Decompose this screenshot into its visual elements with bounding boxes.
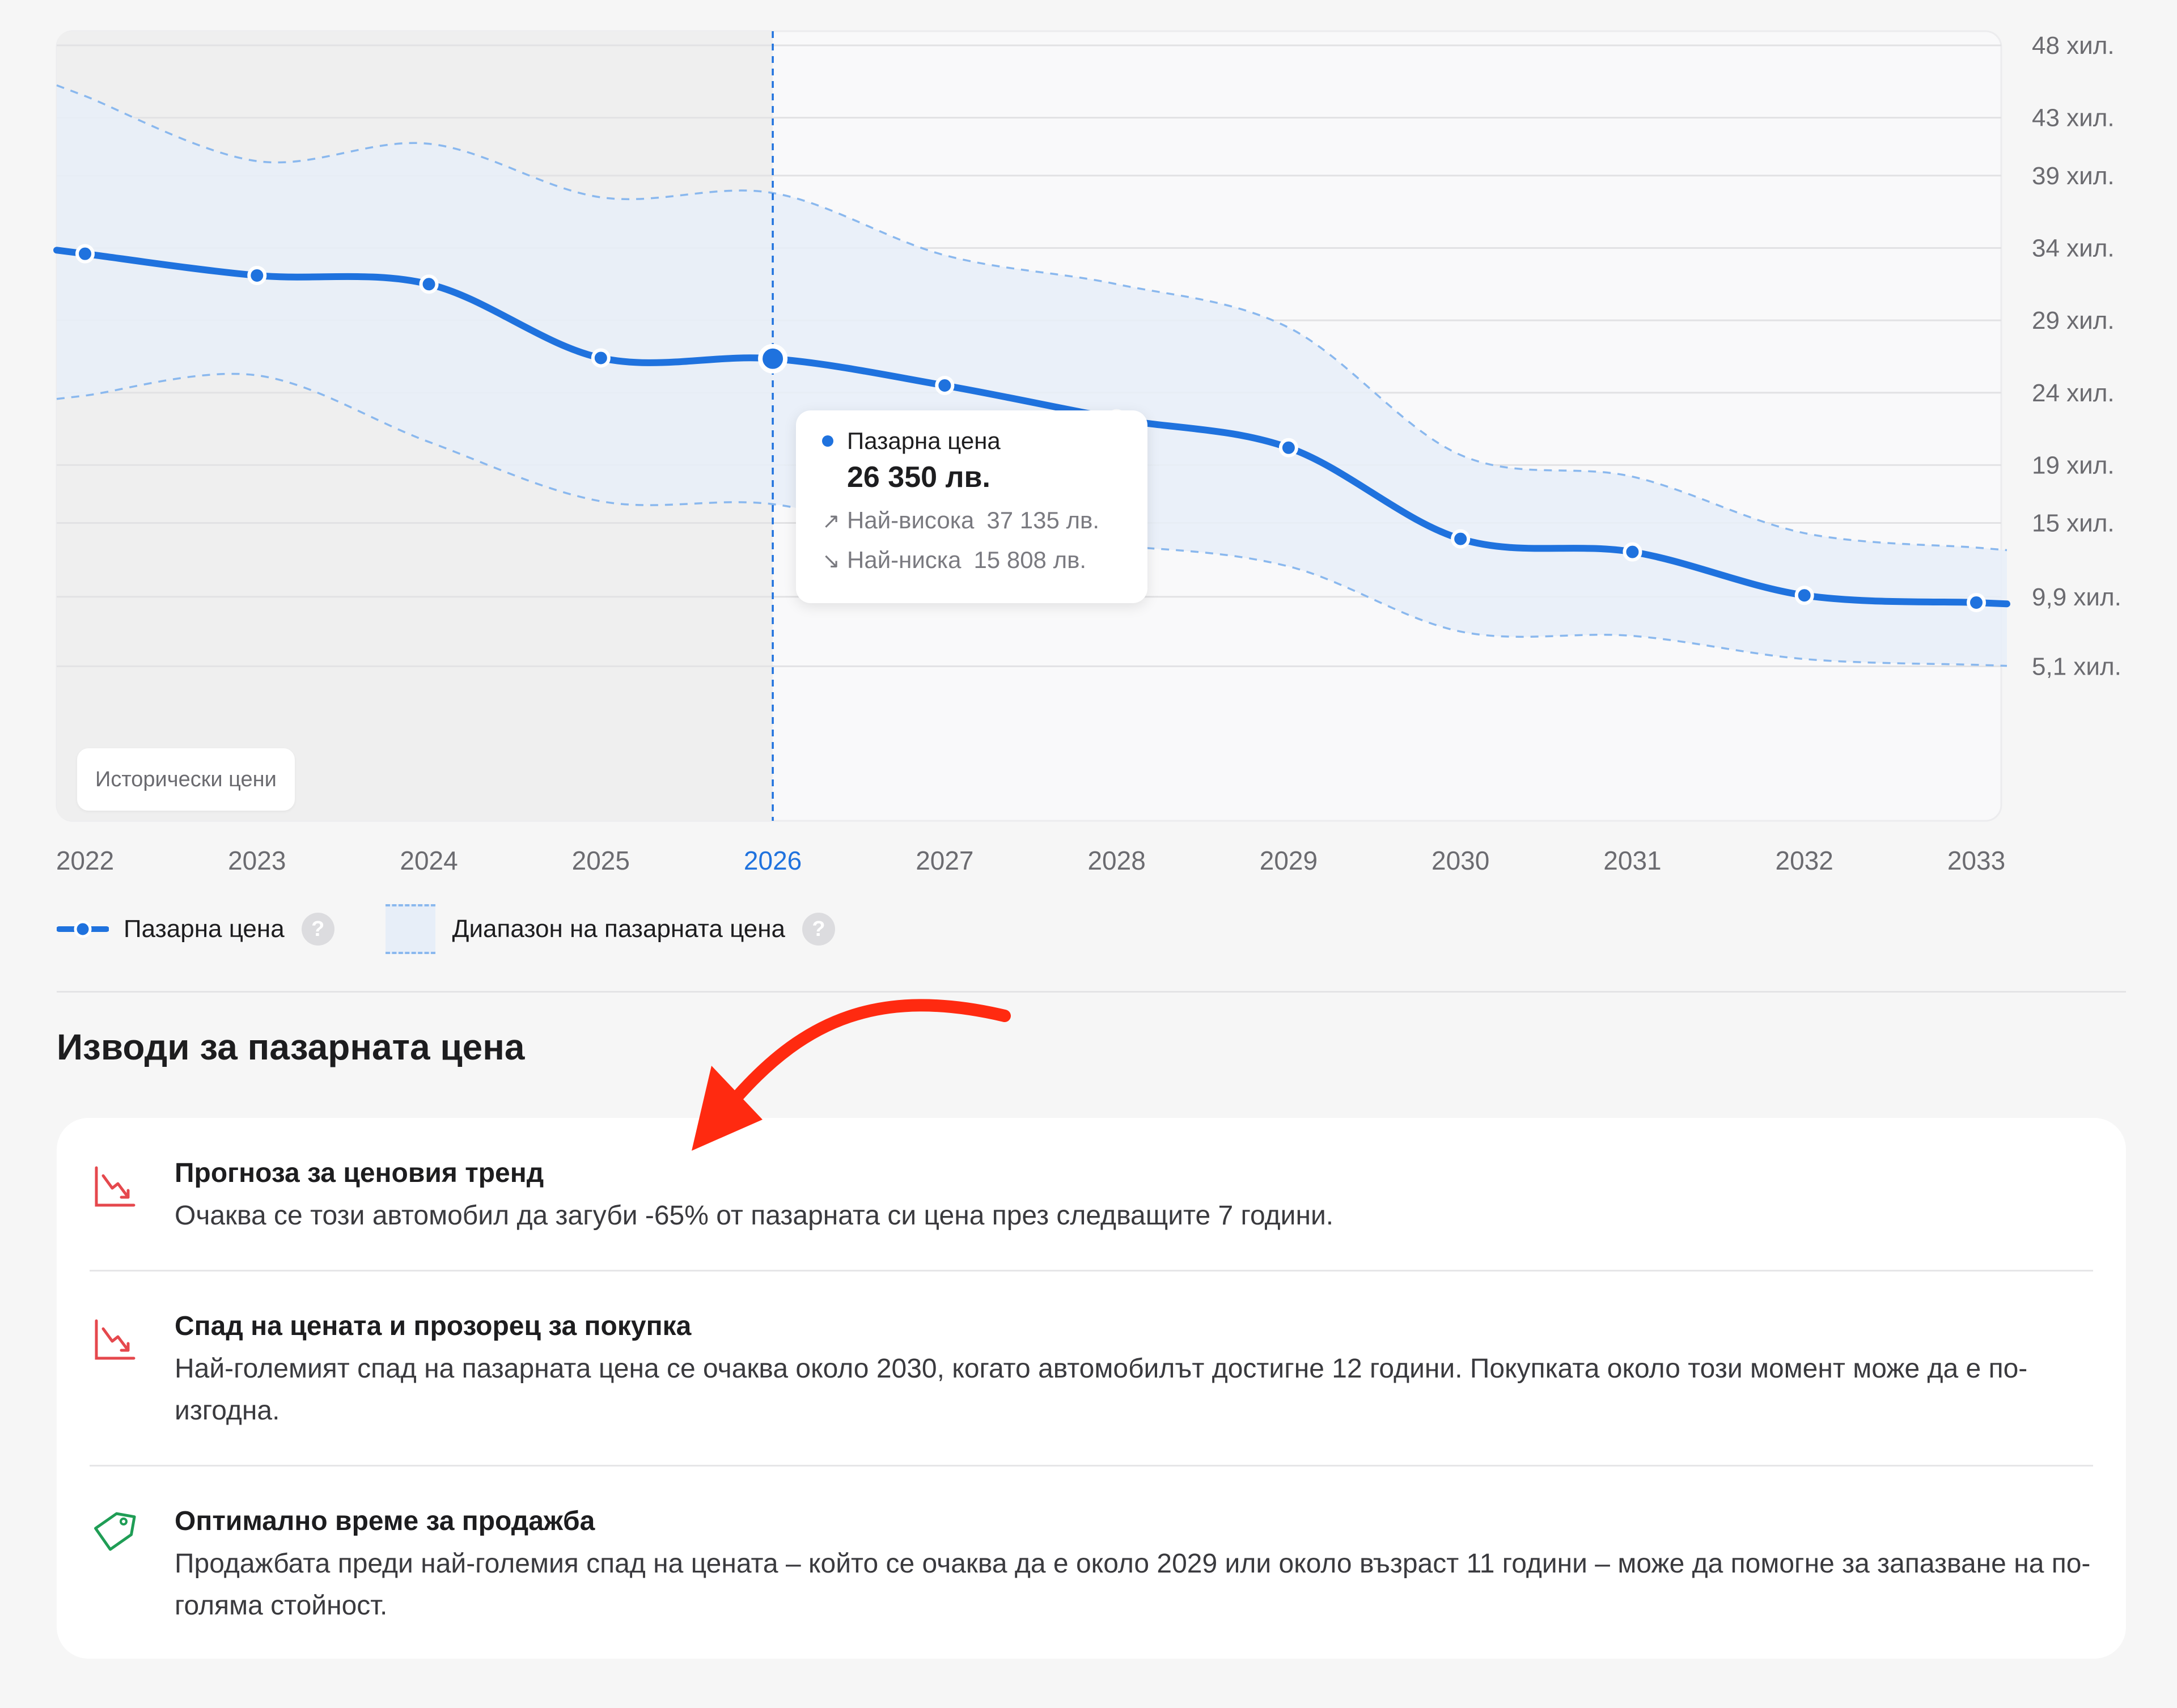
x-tick-label: 2024: [400, 846, 458, 875]
price-tag-icon: [91, 1508, 138, 1556]
trend-down-icon: [91, 1163, 138, 1211]
data-point: [1452, 531, 1468, 547]
y-tick-label: 43 хил.: [2032, 104, 2115, 132]
y-tick-label: 34 хил.: [2032, 234, 2115, 262]
chart-legend: Пазарна цена ? Диапазон на пазарната цен…: [57, 904, 835, 955]
x-tick-label: 2033: [1947, 846, 2005, 875]
data-point: [937, 378, 952, 393]
tooltip-price-value: 26 350 лв.: [847, 460, 1147, 494]
x-tick-label: 2022: [56, 846, 114, 875]
y-tick-label: 24 хил.: [2032, 379, 2115, 407]
arrow-down-right-icon: ↘: [822, 548, 847, 574]
section-title: Изводи за пазарната цена: [57, 1026, 525, 1068]
insight-text: Очаква се този автомобил да загуби -65% …: [175, 1195, 2091, 1237]
x-tick-label: 2031: [1603, 846, 1661, 875]
legend-range-label: Диапазон на пазарната цена: [452, 915, 785, 943]
range-band-icon: [386, 904, 435, 954]
tooltip-series-label: Пазарна цена: [847, 427, 1001, 455]
data-point: [593, 350, 609, 366]
x-tick-label: 2032: [1776, 846, 1833, 875]
x-tick-label: 2028: [1087, 846, 1145, 875]
y-tick-label: 39 хил.: [2032, 162, 2115, 190]
data-point: [77, 246, 93, 262]
insight-title: Спад на цената и прозорец за покупка: [175, 1311, 691, 1342]
data-point: [1624, 544, 1640, 560]
data-point: [760, 346, 785, 371]
historical-prices-badge: Исторически цени: [77, 748, 295, 811]
arrow-up-right-icon: ↗: [822, 508, 847, 534]
section-divider: [57, 991, 2126, 993]
data-point: [1797, 587, 1812, 603]
insights-card: Прогноза за ценовия тренд Очаква се този…: [57, 1118, 2126, 1659]
y-tick-label: 48 хил.: [2032, 32, 2115, 60]
insight-divider: [90, 1465, 2093, 1467]
x-tick-label: 2023: [228, 846, 286, 875]
x-tick-label: 2029: [1260, 846, 1318, 875]
data-point: [1968, 595, 1984, 611]
legend-price-label: Пазарна цена: [124, 915, 285, 943]
tooltip-high-value: 37 135 лв.: [986, 507, 1099, 533]
help-icon[interactable]: ?: [802, 913, 835, 946]
insight-divider: [90, 1270, 2093, 1272]
x-tick-label: 2027: [916, 846, 973, 875]
help-icon[interactable]: ?: [302, 913, 334, 946]
y-tick-label: 29 хил.: [2032, 307, 2115, 334]
chart-tooltip: Пазарна цена 26 350 лв. ↗ Най-висока 37 13…: [796, 410, 1147, 603]
x-tick-label: 2025: [572, 846, 630, 875]
x-tick-label: 2026: [744, 846, 802, 875]
y-tick-label: 19 хил.: [2032, 451, 2115, 479]
line-series-icon: [57, 918, 109, 940]
data-point: [421, 276, 437, 292]
y-tick-label: 9,9 хил.: [2032, 583, 2121, 611]
insight-title: Прогноза за ценовия тренд: [175, 1158, 544, 1189]
tooltip-high-row: ↗ Най-висока 37 135 лв.: [822, 507, 1147, 534]
tooltip-low-value: 15 808 лв.: [973, 546, 1086, 573]
tooltip-high-label: Най-висока: [847, 507, 974, 533]
y-tick-label: 15 хил.: [2032, 510, 2115, 537]
insight-title: Оптимално време за продажба: [175, 1506, 595, 1537]
insight-text: Продажбата преди най-големия спад на цен…: [175, 1543, 2091, 1627]
insight-text: Най-големият спад на пазарната цена се о…: [175, 1348, 2091, 1432]
x-tick-label: 2030: [1431, 846, 1489, 875]
tooltip-low-label: Най-ниска: [847, 546, 961, 573]
data-point: [1281, 440, 1297, 456]
y-tick-label: 5,1 хил.: [2032, 652, 2121, 680]
series-dot-icon: [822, 435, 833, 447]
tooltip-low-row: ↘ Най-ниска 15 808 лв.: [822, 546, 1147, 574]
data-point: [249, 268, 265, 283]
trend-down-icon: [91, 1316, 138, 1364]
